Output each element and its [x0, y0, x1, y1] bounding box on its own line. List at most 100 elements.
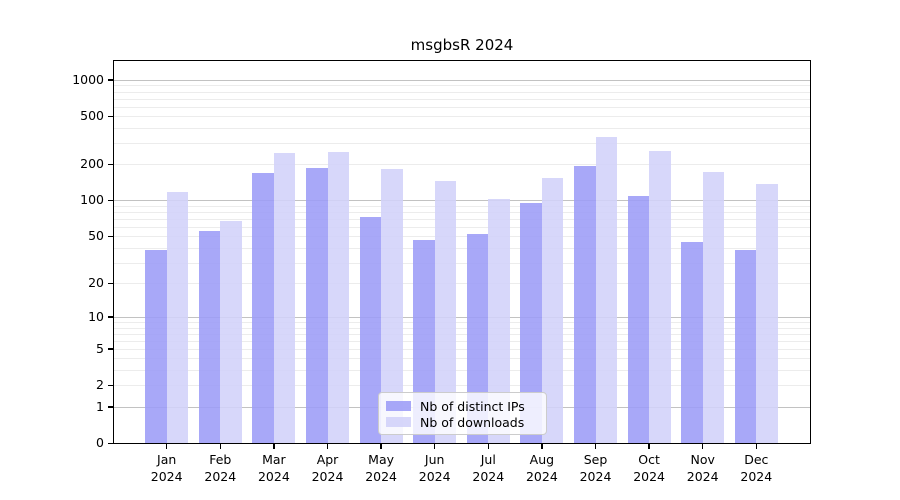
y-tick-label: 500	[80, 108, 104, 124]
legend-swatch-distinct-ips	[386, 401, 411, 411]
minor-gridline	[114, 91, 810, 93]
bar-downloads-nov	[702, 171, 725, 443]
bar-downloads-jan	[166, 191, 189, 443]
bar-distinct-ips-apr	[306, 168, 328, 443]
minor-gridline	[114, 143, 810, 145]
bar-downloads-aug	[541, 177, 564, 443]
bar-downloads-jul	[488, 198, 510, 443]
x-tick-label: Dec 2024	[740, 452, 773, 484]
bar-distinct-ips-oct	[627, 195, 650, 443]
chart-title: msgbsR 2024	[410, 36, 514, 54]
y-tick-label: 1000	[72, 71, 104, 87]
y-tick-label: 0	[96, 435, 104, 450]
y-tick-label: 20	[88, 275, 104, 290]
minor-gridline	[114, 348, 810, 350]
minor-gridline	[114, 164, 810, 166]
x-tick-mark	[594, 444, 597, 449]
x-tick-mark	[487, 444, 490, 449]
minor-gridline	[114, 247, 810, 249]
minor-gridline	[114, 236, 810, 238]
x-tick-label: Nov 2024	[686, 452, 719, 484]
major-gridline	[114, 79, 810, 81]
x-tick-label: May 2024	[365, 452, 397, 484]
legend-item-downloads: Nb of downloads	[386, 415, 538, 430]
legend-item-distinct-ips: Nb of distinct IPs	[386, 398, 538, 414]
grid-layer	[114, 61, 810, 443]
bar-distinct-ips-nov	[681, 241, 703, 443]
major-gridline	[114, 200, 810, 202]
minor-gridline	[114, 358, 810, 360]
bar-distinct-ips-jan	[145, 250, 167, 443]
x-tick-mark	[326, 444, 329, 449]
bar-distinct-ips-dec	[734, 250, 757, 443]
x-tick-mark	[219, 444, 222, 449]
x-tick-label: Aug 2024	[525, 452, 558, 484]
y-tick-label: 100	[80, 192, 104, 208]
x-tick-mark	[541, 444, 543, 449]
x-tick-mark	[433, 444, 436, 449]
bar-distinct-ips-sep	[574, 165, 596, 443]
x-tick-label: Jun 2024	[418, 452, 451, 484]
x-tick-label: Mar 2024	[257, 452, 290, 484]
minor-gridline	[114, 226, 810, 228]
minor-gridline	[114, 98, 810, 100]
minor-gridline	[114, 116, 810, 118]
y-tick-mark	[108, 235, 113, 238]
x-tick-label: Jan 2024	[150, 452, 183, 484]
x-tick-mark	[380, 444, 382, 449]
minor-gridline	[114, 106, 810, 108]
x-tick-mark	[755, 444, 758, 449]
bar-downloads-apr	[327, 151, 349, 443]
minor-gridline	[114, 385, 810, 387]
y-tick-mark	[108, 316, 113, 318]
bar-distinct-ips-may	[359, 216, 382, 443]
minor-gridline	[114, 85, 810, 87]
y-tick-label: 5	[96, 340, 104, 356]
y-tick-mark	[108, 442, 113, 444]
minor-gridline	[114, 327, 810, 329]
legend: Nb of distinct IPs Nb of downloads	[378, 392, 547, 435]
bar-downloads-feb	[220, 221, 242, 443]
x-tick-label: Apr 2024	[311, 452, 344, 484]
bar-downloads-oct	[649, 150, 671, 443]
y-tick-label: 2	[96, 377, 104, 393]
x-tick-label: Jul 2024	[472, 452, 505, 484]
bar-distinct-ips-mar	[252, 172, 274, 443]
y-tick-mark	[108, 282, 113, 284]
bar-downloads-mar	[273, 152, 296, 443]
y-tick-label: 1	[96, 398, 104, 414]
minor-gridline	[114, 283, 810, 284]
y-tick-mark	[108, 384, 113, 387]
bar-distinct-ips-aug	[520, 202, 542, 443]
y-tick-mark	[108, 348, 113, 350]
legend-label-distinct-ips: Nb of distinct IPs	[420, 398, 525, 414]
minor-gridline	[114, 218, 810, 220]
x-tick-mark	[273, 444, 275, 449]
bar-downloads-may	[381, 168, 403, 443]
minor-gridline	[114, 370, 810, 372]
minor-gridline	[114, 340, 810, 342]
minor-gridline	[114, 262, 810, 264]
legend-swatch-downloads	[386, 417, 411, 427]
y-tick-label: 200	[80, 156, 104, 172]
y-tick-mark	[108, 163, 113, 166]
x-tick-mark	[165, 444, 168, 449]
x-tick-mark	[648, 444, 650, 449]
x-tick-label: Oct 2024	[633, 452, 665, 484]
y-tick-label: 10	[88, 308, 104, 324]
plot-area	[113, 60, 811, 444]
minor-gridline	[114, 205, 810, 207]
x-tick-label: Feb 2024	[204, 452, 237, 484]
minor-gridline	[114, 212, 810, 214]
minor-gridline	[114, 128, 810, 130]
minor-gridline	[114, 333, 810, 335]
bar-downloads-dec	[756, 183, 778, 443]
y-tick-mark	[108, 406, 113, 408]
y-tick-mark	[108, 115, 113, 118]
bar-distinct-ips-feb	[198, 231, 221, 443]
bars-layer	[114, 61, 810, 443]
major-gridline	[114, 316, 810, 318]
bar-downloads-jun	[434, 181, 457, 443]
y-tick-label: 50	[88, 228, 104, 244]
